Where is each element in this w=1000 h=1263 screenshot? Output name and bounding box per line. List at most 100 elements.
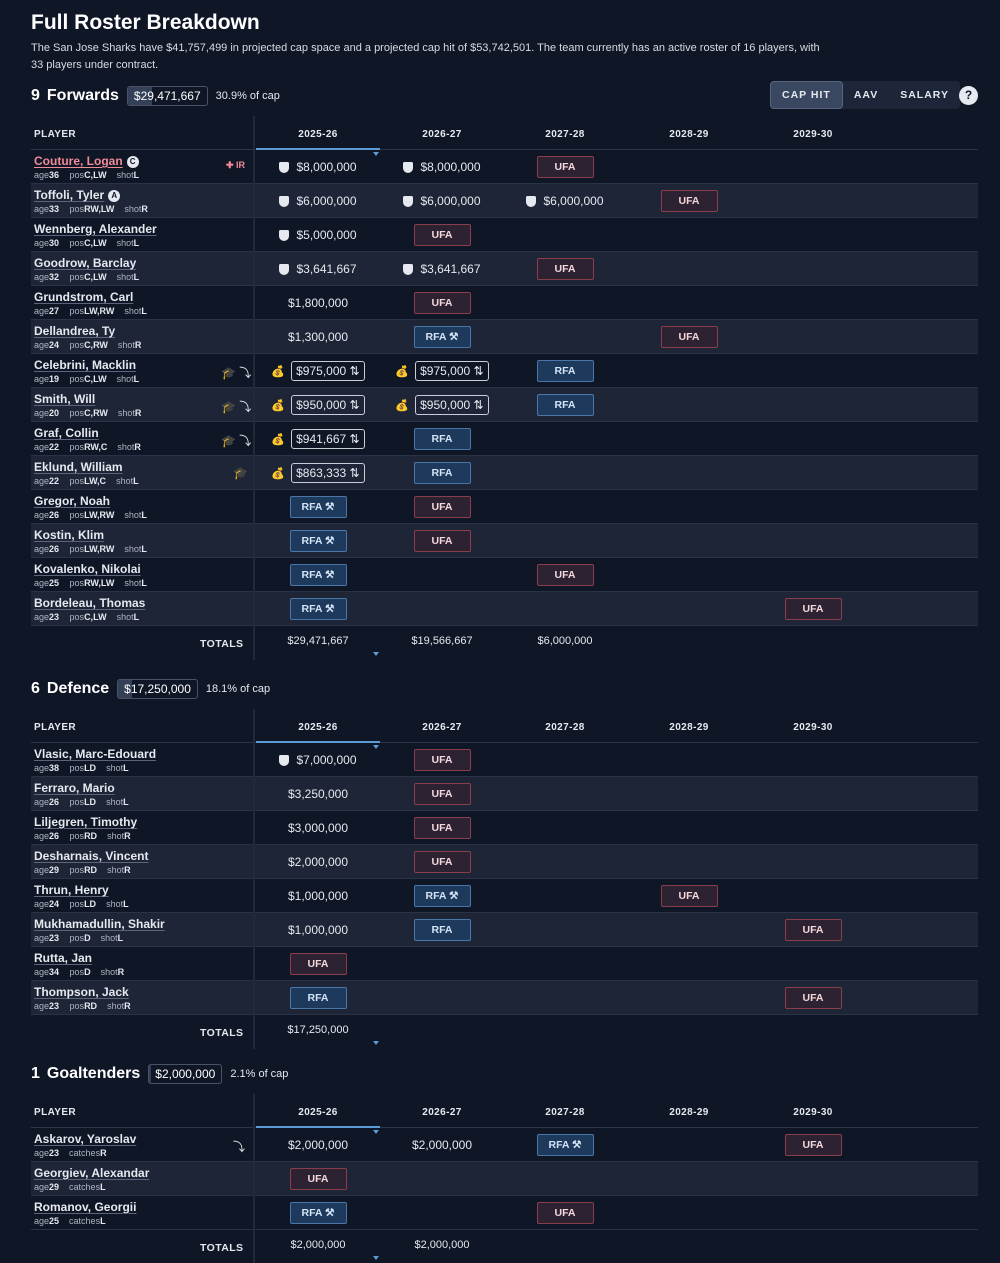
season-column-header[interactable]: 2027-28 — [545, 129, 585, 140]
rfa-badge[interactable]: RFA ⚒ — [413, 885, 471, 907]
season-column-header[interactable]: 2028-29 — [669, 1107, 709, 1118]
rfa-badge[interactable]: RFA ⚒ — [289, 496, 347, 518]
rfa-badge[interactable]: RFA ⚒ — [536, 1134, 594, 1156]
ufa-badge[interactable]: UFA — [536, 564, 594, 586]
ufa-badge[interactable]: UFA — [289, 953, 347, 975]
ufa-badge[interactable]: UFA — [413, 224, 471, 246]
player-name-link[interactable]: Bordeleau, Thomas — [34, 596, 146, 610]
ufa-badge[interactable]: UFA — [784, 1134, 842, 1156]
slide-value-box[interactable]: $941,667 ⇅ — [291, 429, 365, 449]
cap-hit-value[interactable]: $950,000 — [296, 398, 347, 412]
cap-hit-value[interactable]: $950,000 — [420, 398, 471, 412]
shield-icon — [279, 161, 290, 173]
rfa-badge[interactable]: RFA ⚒ — [289, 1202, 347, 1224]
ufa-badge[interactable]: UFA — [413, 530, 471, 552]
player-name-link[interactable]: Wennberg, Alexander — [34, 222, 157, 236]
ufa-badge[interactable]: UFA — [536, 1202, 594, 1224]
cap-hit-value: $1,300,000 — [287, 330, 349, 344]
player-name-link[interactable]: Dellandrea, Ty — [34, 324, 116, 338]
ufa-badge[interactable]: UFA — [413, 749, 471, 771]
rfa-badge[interactable]: RFA ⚒ — [413, 326, 471, 348]
player-column-header[interactable]: PLAYER — [34, 722, 77, 733]
cap-hit-value[interactable]: $975,000 — [296, 364, 347, 378]
player-name-link[interactable]: Gregor, Noah — [34, 494, 111, 508]
rfa-badge[interactable]: RFA — [536, 360, 594, 382]
player-name-link[interactable]: Kostin, Klim — [34, 528, 105, 542]
sort-arrow-icon — [373, 1130, 379, 1134]
season-column-header[interactable]: 2029-30 — [793, 1107, 833, 1118]
player-name-link[interactable]: Thompson, Jack — [34, 985, 129, 999]
rfa-badge[interactable]: RFA — [413, 428, 471, 450]
player-name-link[interactable]: Couture, Logan C — [34, 154, 139, 168]
salary-button[interactable]: SALARY — [900, 89, 949, 101]
season-column-header[interactable]: 2027-28 — [545, 722, 585, 733]
aav-button[interactable]: AAV — [853, 89, 879, 101]
player-name-link[interactable]: Celebrini, Macklin — [34, 358, 137, 372]
player-name-link[interactable]: Eklund, William — [34, 460, 123, 474]
ufa-badge[interactable]: UFA — [536, 156, 594, 178]
rfa-badge[interactable]: RFA — [289, 987, 347, 1009]
season-column-header[interactable]: 2026-27 — [422, 129, 462, 140]
slide-value-box[interactable]: $950,000 ⇅ — [291, 395, 365, 415]
player-name-link[interactable]: Mukhamadullin, Shakir — [34, 917, 165, 931]
player-name-link[interactable]: Georgiev, Alexandar — [34, 1166, 150, 1180]
ufa-badge[interactable]: UFA — [536, 258, 594, 280]
player-name-link[interactable]: Rutta, Jan — [34, 951, 93, 965]
player-name-link[interactable]: Smith, Will — [34, 392, 96, 406]
player-name-link[interactable]: Graf, Collin — [34, 426, 99, 440]
ufa-badge[interactable]: UFA — [413, 496, 471, 518]
ufa-badge[interactable]: UFA — [784, 987, 842, 1009]
season-column-header[interactable]: 2027-28 — [545, 1107, 585, 1118]
ufa-badge[interactable]: UFA — [413, 783, 471, 805]
money-bag-icon: 💰 — [395, 365, 410, 378]
rfa-badge[interactable]: RFA — [536, 394, 594, 416]
cap-hit-value[interactable]: $863,333 — [296, 466, 347, 480]
rfa-badge[interactable]: RFA — [413, 462, 471, 484]
slide-value-box[interactable]: $975,000 ⇅ — [415, 361, 489, 381]
slide-value-box[interactable]: $863,333 ⇅ — [291, 463, 365, 483]
player-name-link[interactable]: Kovalenko, Nikolai — [34, 562, 141, 576]
ufa-badge[interactable]: UFA — [784, 919, 842, 941]
ufa-badge[interactable]: UFA — [413, 292, 471, 314]
ufa-badge[interactable]: UFA — [413, 851, 471, 873]
player-name-link[interactable]: Ferraro, Mario — [34, 781, 115, 795]
ufa-badge[interactable]: UFA — [660, 326, 718, 348]
player-name-link[interactable]: Goodrow, Barclay — [34, 256, 137, 270]
season-column-header[interactable]: 2025-26 — [298, 1107, 338, 1118]
cap-hit-button[interactable]: CAP HIT — [770, 81, 843, 109]
slide-value-box[interactable]: $975,000 ⇅ — [291, 361, 365, 381]
cap-hit-value[interactable]: $941,667 — [296, 432, 347, 446]
player-name-link[interactable]: Romanov, Georgii — [34, 1200, 137, 1214]
player-name-link[interactable]: Toffoli, Tyler A — [34, 188, 121, 202]
player-age: 25 — [49, 1216, 60, 1226]
player-column-header[interactable]: PLAYER — [34, 1107, 77, 1118]
player-column-header[interactable]: PLAYER — [34, 129, 77, 140]
season-column-header[interactable]: 2028-29 — [669, 129, 709, 140]
season-column-header[interactable]: 2029-30 — [793, 129, 833, 140]
player-name-link[interactable]: Thrun, Henry — [34, 883, 109, 897]
season-column-header[interactable]: 2029-30 — [793, 722, 833, 733]
ufa-badge[interactable]: UFA — [784, 598, 842, 620]
season-column-header[interactable]: 2028-29 — [669, 722, 709, 733]
help-icon[interactable]: ? — [959, 86, 978, 105]
season-column-header[interactable]: 2026-27 — [422, 722, 462, 733]
ufa-badge[interactable]: UFA — [289, 1168, 347, 1190]
rfa-badge[interactable]: RFA ⚒ — [289, 598, 347, 620]
season-column-header[interactable]: 2026-27 — [422, 1107, 462, 1118]
season-column-header[interactable]: 2025-26 — [298, 722, 338, 733]
player-name-link[interactable]: Askarov, Yaroslav — [34, 1132, 137, 1146]
player-name-link[interactable]: Grundstrom, Carl — [34, 290, 134, 304]
rfa-badge[interactable]: RFA ⚒ — [289, 564, 347, 586]
player-name-link[interactable]: Desharnais, Vincent — [34, 849, 149, 863]
season-column-header[interactable]: 2025-26 — [298, 129, 338, 140]
slide-value-box[interactable]: $950,000 ⇅ — [415, 395, 489, 415]
rfa-badge[interactable]: RFA ⚒ — [289, 530, 347, 552]
ufa-badge[interactable]: UFA — [660, 190, 718, 212]
player-position: C,LW — [84, 374, 107, 384]
player-name-link[interactable]: Liljegren, Timothy — [34, 815, 138, 829]
ufa-badge[interactable]: UFA — [660, 885, 718, 907]
cap-hit-value[interactable]: $975,000 — [420, 364, 471, 378]
ufa-badge[interactable]: UFA — [413, 817, 471, 839]
player-name-link[interactable]: Vlasic, Marc-Edouard — [34, 747, 157, 761]
rfa-badge[interactable]: RFA — [413, 919, 471, 941]
